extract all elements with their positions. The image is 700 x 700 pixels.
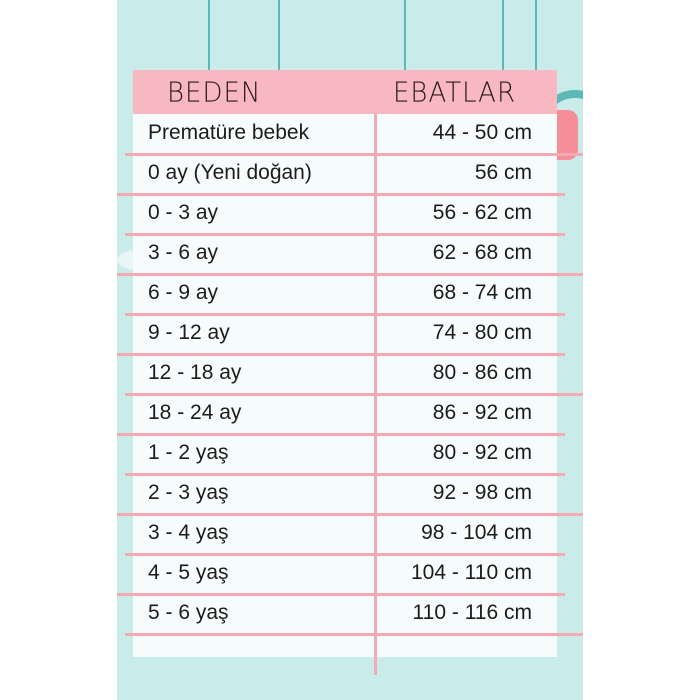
table-row: 3 - 6 ay 62 - 68 cm [133,234,557,274]
table-header: BEDEN EBATLAR [133,70,557,114]
hanging-string [278,0,280,70]
range-cell: 80 - 86 cm [432,361,532,384]
row-divider [125,153,583,156]
row-divider [117,353,565,356]
row-divider [125,633,583,636]
size-cell: 6 - 9 ay [148,281,219,304]
hanging-string [535,0,537,70]
range-cell: 74 - 80 cm [432,321,532,344]
table-row: 9 - 12 ay 74 - 80 cm [133,314,557,354]
range-cell: 86 - 92 cm [432,401,532,424]
size-cell: 4 - 5 yaş [148,561,229,584]
range-cell: 92 - 98 cm [432,481,532,504]
row-divider [125,233,565,236]
range-cell: 56 cm [474,161,532,184]
hanging-string [208,0,210,70]
size-cell: 5 - 6 yaş [148,601,229,624]
size-cell: 3 - 6 ay [148,241,219,264]
size-cell: 2 - 3 yaş [148,481,229,504]
range-cell: 110 - 116 cm [412,601,532,624]
size-cell: 12 - 18 ay [148,361,242,384]
size-cell: 18 - 24 ay [148,401,242,424]
size-cell: 9 - 12 ay [148,321,230,344]
table-row: 1 - 2 yaş 80 - 92 cm [133,434,557,474]
row-divider [117,193,565,196]
range-cell: 62 - 68 cm [432,241,532,264]
table-row: 4 - 5 yaş 104 - 110 cm [133,554,557,594]
size-cell: 3 - 4 yaş [148,521,229,544]
table-row: Prematüre bebek 44 - 50 cm [133,114,557,154]
range-cell: 44 - 50 cm [432,121,532,144]
range-cell: 98 - 104 cm [421,521,532,544]
row-divider [117,593,565,596]
table-row: 18 - 24 ay 86 - 92 cm [133,394,557,434]
size-cell: 1 - 2 yaş [148,441,229,464]
table-row: 3 - 4 yaş 98 - 104 cm [133,514,557,554]
range-cell: 68 - 74 cm [432,281,532,304]
row-divider [117,433,565,436]
table-row: 5 - 6 yaş 110 - 116 cm [133,594,557,634]
row-divider [125,553,565,556]
table-row: 0 ay (Yeni doğan) 56 cm [133,154,557,194]
size-cell: Prematüre bebek [148,121,310,144]
size-chart-table [133,70,557,657]
table-row: 6 - 9 ay 68 - 74 cm [133,274,557,314]
hanging-string [404,0,406,70]
row-divider [125,473,565,476]
row-divider [125,313,565,316]
hanging-string [502,0,504,70]
row-divider [117,513,583,516]
decorative-ring [537,90,583,166]
header-size: BEDEN [167,77,262,109]
table-row: 12 - 18 ay 80 - 86 cm [133,354,557,394]
table-row: 2 - 3 yaş 92 - 98 cm [133,474,557,514]
row-divider [125,393,583,396]
size-cell: 0 - 3 ay [148,201,219,224]
range-cell: 104 - 110 cm [410,561,532,584]
range-cell: 56 - 62 cm [432,201,532,224]
table-row: 0 - 3 ay 56 - 62 cm [133,194,557,234]
row-divider [117,273,583,276]
size-cell: 0 ay (Yeni doğan) [148,161,312,184]
range-cell: 80 - 92 cm [432,441,532,464]
header-dimensions: EBATLAR [393,77,517,109]
